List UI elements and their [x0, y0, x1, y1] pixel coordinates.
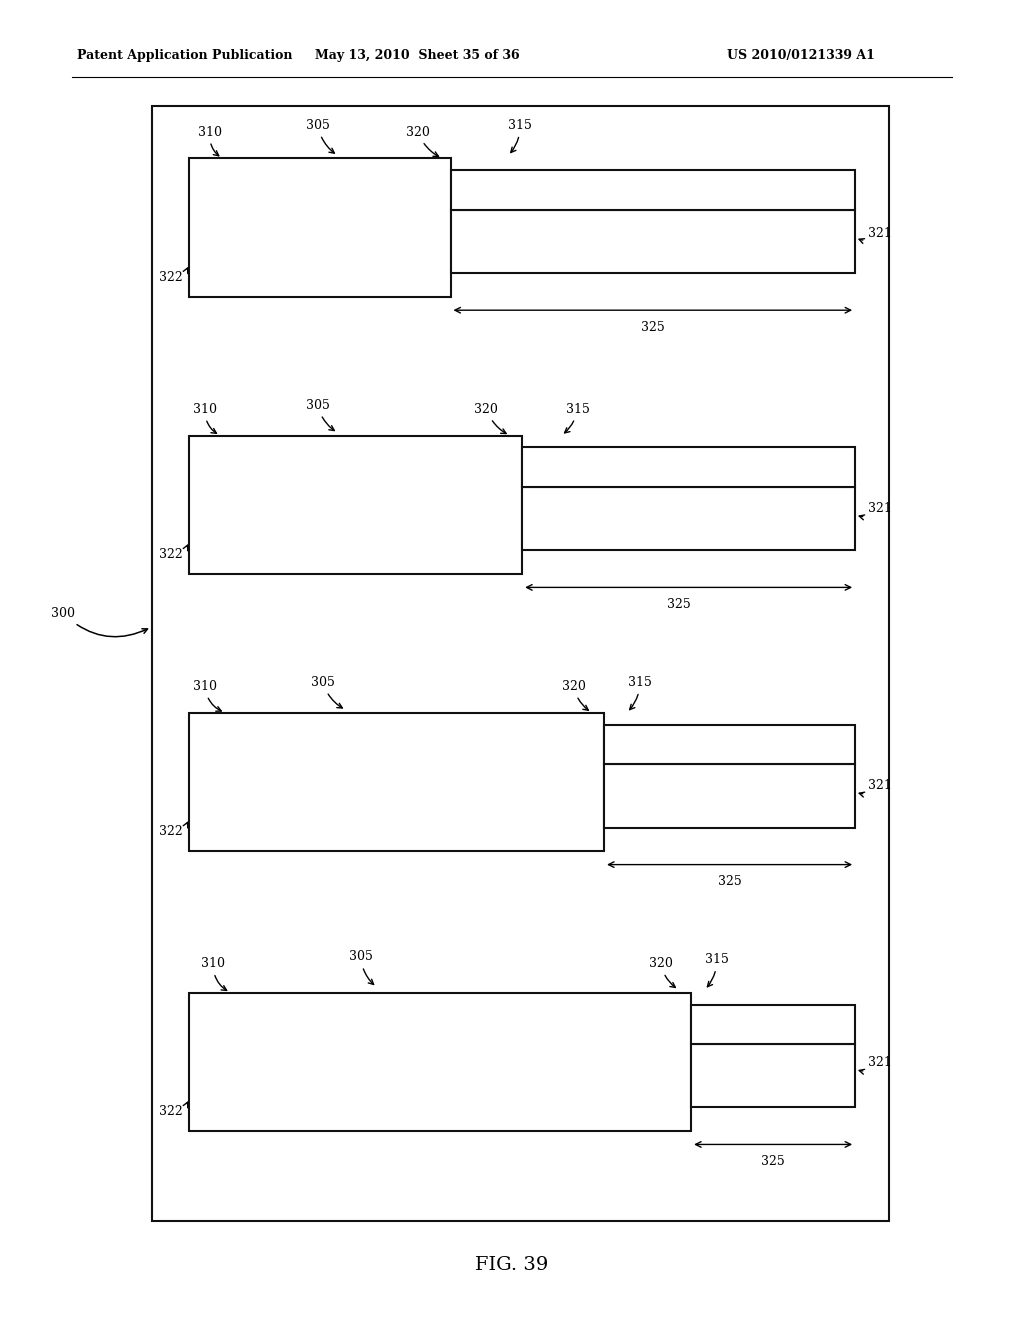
Text: 305: 305 — [305, 399, 334, 430]
Text: 305: 305 — [305, 119, 335, 153]
Bar — [691, 1005, 855, 1044]
Text: 321: 321 — [859, 779, 892, 797]
Bar — [189, 993, 691, 1131]
Text: 310: 310 — [198, 125, 222, 156]
Text: 322: 322 — [159, 822, 187, 838]
Text: 305: 305 — [310, 676, 342, 708]
Bar — [152, 106, 889, 1221]
Bar — [189, 436, 522, 574]
Text: 300: 300 — [51, 607, 147, 636]
Text: FIG. 39: FIG. 39 — [475, 1255, 549, 1274]
Text: 315: 315 — [564, 403, 590, 433]
Text: 321: 321 — [859, 227, 892, 243]
Text: May 13, 2010  Sheet 35 of 36: May 13, 2010 Sheet 35 of 36 — [315, 49, 520, 62]
Text: 325: 325 — [667, 598, 690, 611]
Text: 320: 320 — [406, 125, 438, 156]
Text: 320: 320 — [648, 957, 676, 987]
Text: 310: 310 — [201, 957, 226, 990]
Text: 305: 305 — [348, 950, 374, 985]
Bar — [522, 447, 855, 487]
Bar — [604, 725, 855, 764]
Bar — [189, 158, 451, 297]
Bar — [451, 170, 855, 210]
Text: 322: 322 — [159, 268, 187, 284]
Text: 322: 322 — [159, 1102, 187, 1118]
Text: US 2010/0121339 A1: US 2010/0121339 A1 — [727, 49, 874, 62]
Text: 310: 310 — [193, 680, 221, 711]
Text: 321: 321 — [859, 1056, 892, 1074]
Text: 315: 315 — [628, 676, 652, 710]
Text: 320: 320 — [474, 403, 506, 433]
Text: 315: 315 — [508, 119, 532, 153]
Bar — [189, 713, 604, 851]
Text: 315: 315 — [705, 953, 729, 987]
Text: 325: 325 — [641, 321, 665, 334]
Text: 310: 310 — [193, 403, 217, 433]
Bar — [691, 1044, 855, 1107]
Text: 321: 321 — [859, 502, 892, 520]
Bar — [451, 210, 855, 273]
Text: 322: 322 — [159, 545, 187, 561]
Text: Patent Application Publication: Patent Application Publication — [77, 49, 292, 62]
Text: 325: 325 — [761, 1155, 785, 1168]
Bar — [604, 764, 855, 828]
Bar — [522, 487, 855, 550]
Text: 325: 325 — [718, 875, 741, 888]
Text: 320: 320 — [561, 680, 589, 710]
